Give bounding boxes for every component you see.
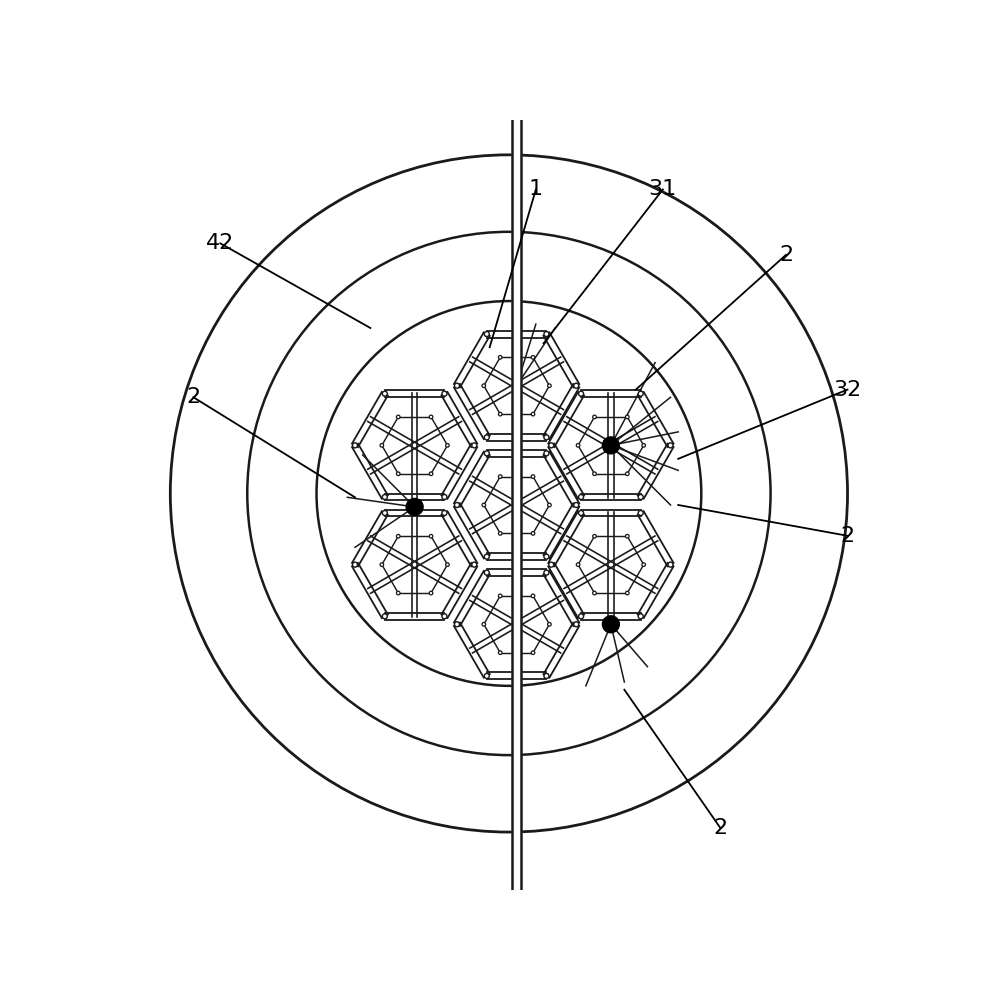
Circle shape (498, 594, 502, 598)
Circle shape (353, 562, 357, 567)
Circle shape (638, 391, 643, 396)
Circle shape (626, 534, 630, 538)
Text: 2: 2 (779, 245, 793, 265)
Circle shape (396, 472, 400, 476)
Circle shape (576, 444, 580, 447)
Circle shape (482, 503, 486, 507)
Circle shape (531, 532, 535, 535)
Circle shape (576, 563, 580, 566)
Circle shape (641, 444, 645, 447)
Circle shape (382, 510, 387, 515)
Circle shape (429, 534, 433, 538)
Circle shape (472, 443, 477, 448)
Circle shape (544, 570, 549, 575)
Circle shape (396, 415, 400, 419)
Circle shape (396, 534, 400, 538)
Circle shape (668, 443, 673, 448)
Circle shape (455, 502, 460, 508)
Text: 1: 1 (529, 179, 543, 199)
Circle shape (531, 651, 535, 654)
Circle shape (544, 554, 549, 559)
Circle shape (549, 443, 554, 448)
Circle shape (455, 622, 460, 627)
Circle shape (626, 415, 630, 419)
Circle shape (641, 563, 645, 566)
Text: 2: 2 (714, 818, 728, 838)
Circle shape (638, 495, 643, 500)
Circle shape (579, 391, 584, 396)
Circle shape (593, 415, 596, 419)
Circle shape (498, 532, 502, 535)
Circle shape (544, 332, 549, 337)
Circle shape (498, 651, 502, 654)
Circle shape (544, 435, 549, 440)
Circle shape (638, 614, 643, 619)
Circle shape (429, 415, 433, 419)
Circle shape (593, 472, 596, 476)
Circle shape (626, 591, 630, 595)
Circle shape (531, 356, 535, 359)
Circle shape (485, 435, 490, 440)
Circle shape (579, 510, 584, 515)
Circle shape (498, 412, 502, 416)
Circle shape (638, 510, 643, 515)
Circle shape (498, 475, 502, 478)
Text: 31: 31 (648, 179, 677, 199)
Circle shape (442, 495, 447, 500)
Circle shape (382, 391, 387, 396)
Circle shape (544, 673, 549, 678)
Circle shape (446, 563, 449, 566)
Circle shape (549, 562, 554, 567)
Circle shape (485, 673, 490, 678)
Circle shape (668, 562, 673, 567)
Circle shape (446, 444, 449, 447)
Circle shape (603, 437, 620, 454)
Circle shape (626, 472, 630, 476)
Circle shape (380, 444, 383, 447)
Circle shape (544, 451, 549, 456)
Circle shape (593, 591, 596, 595)
Circle shape (482, 384, 486, 388)
Circle shape (485, 570, 490, 575)
Text: 42: 42 (207, 233, 234, 253)
Circle shape (531, 412, 535, 416)
Circle shape (380, 563, 383, 566)
Circle shape (603, 616, 620, 633)
Circle shape (472, 562, 477, 567)
Circle shape (353, 443, 357, 448)
Circle shape (482, 622, 486, 626)
Circle shape (442, 391, 447, 396)
Circle shape (579, 495, 584, 500)
Circle shape (455, 383, 460, 388)
Text: 2: 2 (840, 526, 855, 546)
Circle shape (574, 383, 579, 388)
Circle shape (396, 591, 400, 595)
Circle shape (442, 510, 447, 515)
Circle shape (429, 591, 433, 595)
Circle shape (547, 622, 551, 626)
Circle shape (531, 594, 535, 598)
Circle shape (574, 502, 579, 508)
Circle shape (498, 356, 502, 359)
Circle shape (531, 475, 535, 478)
Circle shape (593, 534, 596, 538)
Circle shape (485, 554, 490, 559)
Circle shape (429, 472, 433, 476)
Circle shape (547, 503, 551, 507)
Circle shape (442, 614, 447, 619)
Text: 32: 32 (833, 380, 862, 400)
Circle shape (382, 495, 387, 500)
Circle shape (547, 384, 551, 388)
Circle shape (406, 498, 423, 515)
Text: 2: 2 (187, 387, 201, 407)
Circle shape (382, 614, 387, 619)
Circle shape (579, 614, 584, 619)
Circle shape (485, 332, 490, 337)
Circle shape (574, 622, 579, 627)
Circle shape (485, 451, 490, 456)
